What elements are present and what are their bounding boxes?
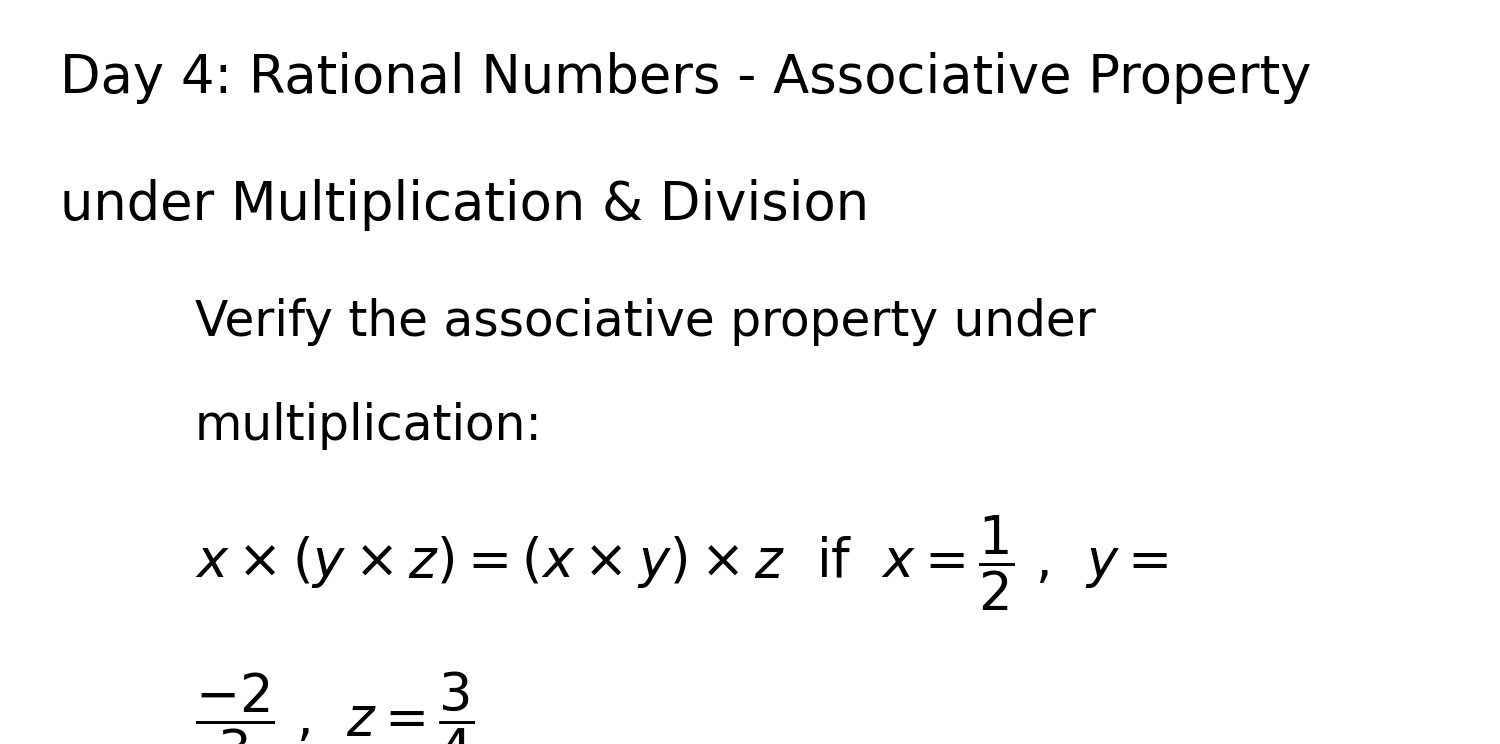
Text: $x \times (y \times z) = (x \times y) \times z$  if  $x = \dfrac{1}{2}$ ,  $y =$: $x \times (y \times z) = (x \times y) \t… — [195, 513, 1168, 613]
Text: multiplication:: multiplication: — [195, 402, 543, 450]
Text: under Multiplication & Division: under Multiplication & Division — [60, 179, 868, 231]
Text: Verify the associative property under: Verify the associative property under — [195, 298, 1095, 346]
Text: Day 4: Rational Numbers - Associative Property: Day 4: Rational Numbers - Associative Pr… — [60, 52, 1311, 104]
Text: $\dfrac{-2}{3}$ ,  $z = \dfrac{3}{4}$: $\dfrac{-2}{3}$ , $z = \dfrac{3}{4}$ — [195, 670, 474, 744]
